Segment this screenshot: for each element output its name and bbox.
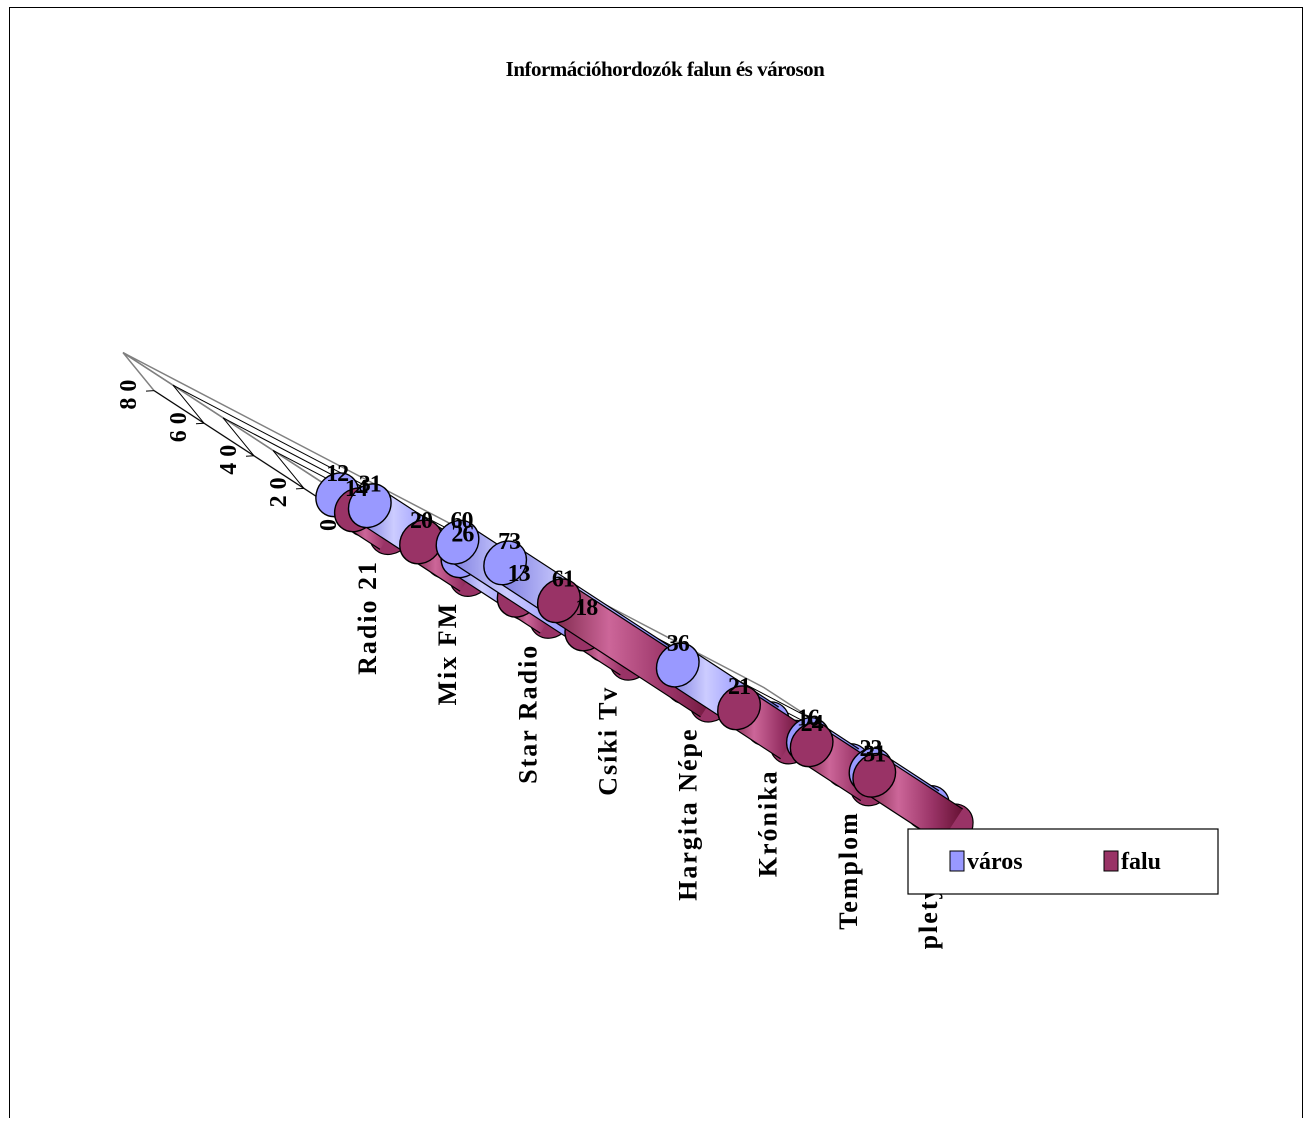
cylinder-edge: [884, 757, 964, 810]
x-category-label: Radio 21: [353, 560, 382, 675]
x-category-label: Templom: [834, 811, 863, 930]
data-label: 13: [508, 561, 531, 587]
data-label: 60: [451, 508, 474, 534]
data-label: 14: [345, 476, 368, 502]
cylinder-edge: [800, 761, 862, 802]
x-category-label: Csíki Tv: [593, 686, 622, 796]
cylinder-cap: [435, 519, 480, 565]
cylinder-cap: [789, 722, 834, 768]
data-label: 31: [359, 472, 381, 498]
data-label: 18: [575, 595, 598, 621]
cylinder-cap: [399, 519, 444, 565]
y-tick-label: 4 0: [216, 445, 242, 475]
gridline-side: [272, 450, 305, 489]
cylinder-cap: [852, 752, 897, 798]
cylinder-edge: [688, 647, 780, 708]
x-category-label: Krónika: [754, 769, 783, 877]
x-axis: Radio 21 Mix FM Star Radio Csíki Tv Hargita …: [353, 520, 996, 949]
x-category-label: Hargita Népe: [674, 727, 703, 900]
cylinder-cap: [536, 578, 581, 624]
y-tick-label: 8 0: [116, 380, 142, 410]
legend-swatch-falu: [1103, 850, 1119, 872]
cylinder-edge: [547, 616, 701, 718]
cylinder-cap: [483, 540, 528, 586]
cylinder-cap: [655, 642, 700, 688]
y-tick-label: 6 0: [166, 412, 192, 442]
y-tick: [145, 390, 155, 392]
y-tick-label: 0: [316, 519, 342, 531]
cylinder-bar: [852, 752, 974, 849]
y-tick: [195, 422, 205, 425]
bars: [315, 472, 974, 849]
cylinder-cap: [347, 483, 392, 529]
gridline-side: [222, 417, 255, 457]
data-label: 20: [410, 508, 433, 534]
x-category-label: Mix FM: [433, 602, 462, 706]
legend-label-varos: város: [967, 849, 1023, 875]
data-label: 31: [863, 741, 885, 767]
data-label: 24: [801, 711, 824, 737]
legend: város falu: [907, 828, 1219, 895]
data-label: 36: [667, 631, 690, 657]
y-tick: [245, 455, 255, 457]
legend-swatch-varos: [949, 850, 965, 872]
cylinder-edge: [515, 545, 699, 666]
data-label: 12: [326, 461, 348, 487]
legend-label-falu: falu: [1121, 849, 1161, 875]
y-tick-label: 2 0: [266, 477, 292, 507]
y-tick: [295, 487, 305, 490]
data-label: 16: [797, 706, 820, 732]
data-label: 21: [728, 674, 750, 700]
data-label: 26: [451, 522, 474, 548]
data-label: 73: [498, 529, 521, 555]
gridline-side: [172, 384, 205, 424]
chart-frame: [9, 7, 1303, 1118]
cylinder-cap: [717, 685, 762, 731]
chart-title: Információhordozók falun és városon: [506, 57, 826, 81]
x-category-label: Star Radio: [513, 644, 542, 784]
data-label: 23: [860, 736, 883, 762]
data-label: 61: [552, 567, 574, 593]
